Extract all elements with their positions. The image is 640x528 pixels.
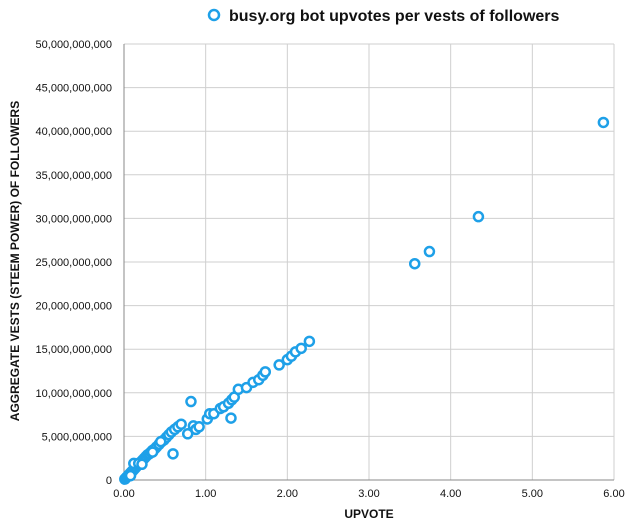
- data-point: [167, 448, 179, 460]
- data-point: [155, 435, 167, 448]
- y-tick-label: 40,000,000,000: [36, 126, 112, 138]
- x-tick-label: 5.00: [522, 488, 543, 500]
- y-tick-label: 45,000,000,000: [36, 83, 112, 95]
- legend-label: busy.org bot upvotes per vests of follow…: [229, 8, 560, 25]
- y-tick-label: 30,000,000,000: [36, 213, 112, 225]
- legend-marker-icon: [207, 8, 221, 22]
- data-point: [185, 395, 197, 408]
- y-tick-label: 25,000,000,000: [36, 257, 112, 269]
- data-point: [472, 210, 485, 223]
- data-point: [225, 412, 237, 424]
- x-tick-labels: 0.00 1.00 2.00 3.00 4.00 5.00 6.00: [113, 488, 624, 500]
- data-point: [193, 421, 205, 433]
- x-tick-label: 6.00: [603, 488, 624, 500]
- y-tick-label: 10,000,000,000: [36, 388, 112, 400]
- legend: busy.org bot upvotes per vests of follow…: [207, 8, 560, 25]
- x-tick-label: 3.00: [358, 488, 379, 500]
- y-tick-labels: 0 5,000,000,000 10,000,000,000 15,000,000,0…: [36, 39, 112, 487]
- x-tick-label: 0.00: [113, 488, 134, 500]
- y-tick-label: 20,000,000,000: [36, 301, 112, 313]
- data-point: [124, 469, 137, 482]
- data-point: [136, 458, 148, 471]
- x-tick-label: 4.00: [440, 488, 461, 500]
- data-point: [408, 257, 421, 270]
- data-point: [597, 116, 610, 129]
- data-point: [303, 335, 316, 348]
- y-tick-label: 35,000,000,000: [36, 170, 112, 182]
- data-point: [146, 446, 159, 458]
- y-axis-title: AGGREGATE VESTS (STEEM POWER) OF FOLLOWE…: [8, 101, 22, 421]
- grid: [124, 43, 615, 480]
- x-axis-title: UPVOTE: [344, 507, 393, 521]
- y-tick-label: 5,000,000,000: [42, 431, 112, 443]
- data-points: [119, 116, 610, 485]
- data-point: [259, 366, 272, 378]
- data-point: [295, 342, 307, 355]
- axes: [123, 44, 614, 481]
- x-tick-label: 2.00: [277, 488, 298, 500]
- data-point: [273, 359, 285, 371]
- data-point: [175, 418, 187, 430]
- y-tick-label: 50,000,000,000: [36, 39, 112, 51]
- y-tick-label: 15,000,000,000: [36, 344, 112, 356]
- y-tick-label: 0: [106, 475, 112, 487]
- data-point: [423, 245, 436, 258]
- x-tick-label: 1.00: [195, 488, 216, 500]
